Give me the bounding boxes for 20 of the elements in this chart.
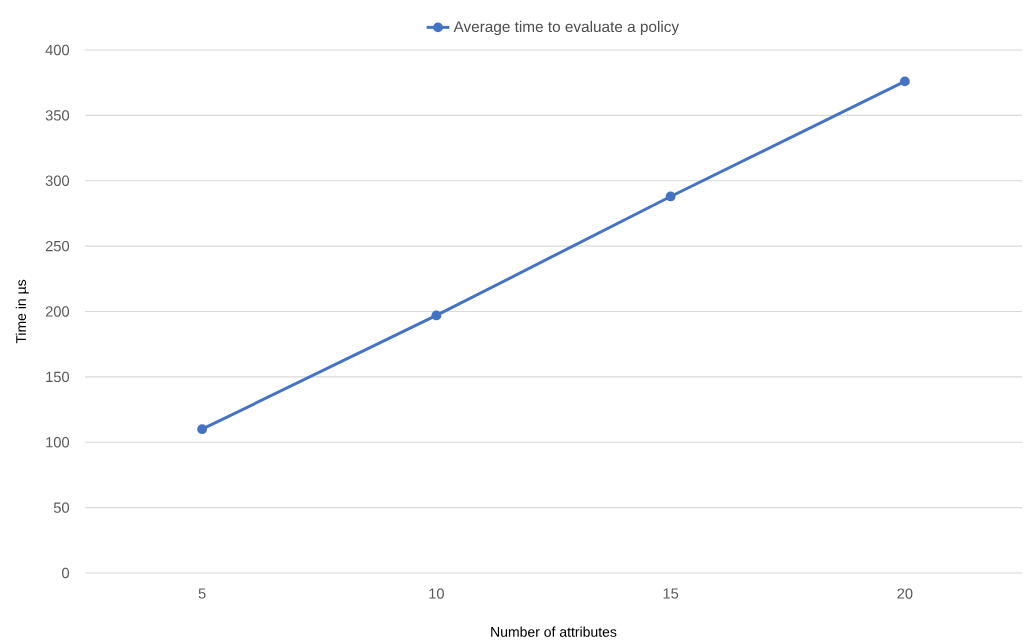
- x-tick-label: 5: [198, 588, 206, 599]
- x-axis-title: Number of attributes: [491, 626, 617, 637]
- y-tick-label: 250: [45, 240, 70, 252]
- y-tick-label: 300: [45, 175, 70, 186]
- legend-label: Average time to evaluate a policy: [453, 20, 680, 36]
- y-tick-label: 200: [45, 306, 70, 317]
- point: [899, 76, 910, 87]
- y-tick-label: 150: [46, 371, 70, 383]
- x-tick-label: 15: [663, 588, 679, 599]
- x-tick-label: 20: [897, 588, 913, 599]
- y-tick-label: 400: [45, 44, 70, 56]
- x-tick-label: 10: [429, 588, 444, 599]
- y-axis-title: Time in µs: [15, 279, 29, 344]
- point: [197, 424, 208, 435]
- point: [665, 191, 676, 202]
- y-tick-label: 50: [53, 502, 70, 513]
- y-tick-label: 0: [62, 567, 70, 579]
- y-tick-label: 350: [45, 110, 70, 121]
- point: [431, 310, 442, 321]
- y-tick-label: 100: [46, 437, 70, 448]
